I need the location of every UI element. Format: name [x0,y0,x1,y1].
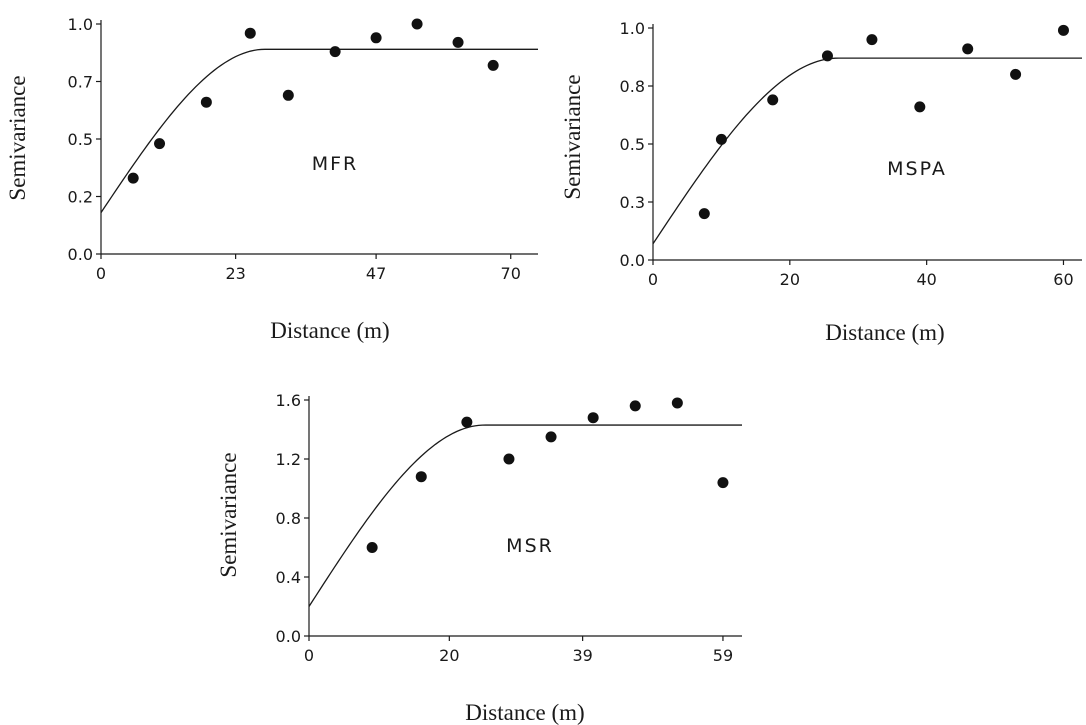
y-tick-label: 0.0 [68,245,93,264]
y-tick-label: 0.8 [276,509,301,528]
y-tick-label: 0.0 [276,627,301,646]
data-point [370,32,382,44]
data-point [1057,24,1069,36]
x-tick-label: 0 [96,264,106,283]
y-tick-label: 0.8 [620,77,645,96]
data-point [487,59,499,71]
data-point [545,431,557,443]
panel-label: MSPA [887,158,947,180]
y-axis-title: Semivariance [216,452,241,577]
data-point [715,133,727,145]
y-tick-label: 1.6 [276,391,301,410]
data-point [962,43,974,55]
data-point [587,412,599,424]
fitted-model-line [308,424,742,607]
y-tick-label: 0.3 [620,193,645,212]
y-tick-label: 1.2 [276,450,301,469]
y-tick-label: 1.0 [620,19,645,38]
y-tick-label: 1.0 [68,15,93,34]
x-tick-label: 47 [366,264,386,283]
data-point [767,94,779,106]
data-point [671,397,683,409]
x-tick-label: 20 [780,270,800,289]
data-point [461,416,473,428]
chart-panel-mspa: 0.0 0.3 0.5 0.8 1.0 0 20 40 60 Distance (m) Semiva… [560,19,1082,345]
panel-label: MFR [312,153,359,175]
data-point [866,34,878,46]
y-tick-label: 0.7 [68,73,93,92]
x-tick-label: 0 [648,270,658,289]
y-tick-label: 0.5 [68,130,93,149]
x-axis-title: Distance (m) [825,320,944,345]
data-point [200,96,212,108]
y-tick-label: 0.4 [276,568,301,587]
data-point [415,471,427,483]
y-tick-label: 0.2 [68,188,93,207]
data-point [244,27,256,39]
chart-panel-msr: 0.0 0.4 0.8 1.2 1.6 0 20 39 59 Distance (m) Semiva… [216,391,742,725]
x-tick-label: 0 [304,646,314,665]
data-point [411,18,423,30]
y-tick-label: 0.5 [620,135,645,154]
data-point [127,172,139,184]
x-axis-title: Distance (m) [465,700,584,725]
y-axis-title: Semivariance [560,74,585,199]
data-point [914,101,926,113]
x-tick-label: 59 [713,646,733,665]
data-point [282,89,294,101]
x-tick-label: 70 [501,264,521,283]
data-point [821,50,833,62]
data-point [698,208,710,220]
x-tick-label: 23 [225,264,245,283]
data-point [503,453,515,465]
data-point [154,138,166,150]
x-tick-label: 40 [916,270,936,289]
data-point [452,36,464,48]
x-tick-label: 39 [572,646,592,665]
x-axis-title: Distance (m) [270,318,389,343]
data-point [329,46,341,58]
y-tick-label: 0.0 [620,251,645,270]
fitted-model-line [100,48,538,213]
x-tick-label: 60 [1053,270,1073,289]
data-point [717,477,729,489]
x-tick-label: 20 [439,646,459,665]
data-point [1010,68,1022,80]
chart-panel-mfr: 0.0 0.2 0.5 0.7 1.0 0 23 47 70 Distance (m) Semiva… [5,15,538,343]
data-point [629,400,641,412]
data-point [366,542,378,553]
panel-label: MSR [506,535,554,557]
y-axis-title: Semivariance [5,75,30,200]
fitted-model-line [652,57,1082,245]
